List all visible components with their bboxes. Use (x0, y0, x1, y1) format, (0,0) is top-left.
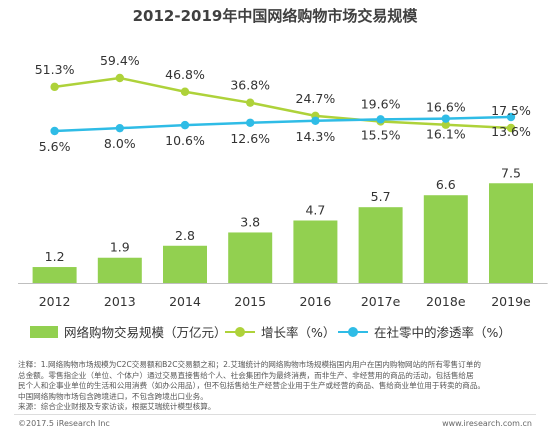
growth-point (441, 120, 450, 129)
penetration-point (246, 118, 255, 127)
growth-point (506, 123, 516, 133)
bar (228, 232, 273, 283)
bar-value-label: 5.7 (371, 189, 391, 204)
penetration-point (115, 123, 125, 133)
note-line: 总金额。零售指企业（单位、个体户）通过交易直接售给个人、社会集团作为最终消费，而… (18, 370, 474, 380)
penetration-value-label: 16.1% (426, 127, 466, 142)
series-line-growth (54, 76, 512, 130)
bar (97, 257, 142, 283)
legend-swatch-growth (225, 326, 255, 338)
x-tick-label: 2016 (299, 294, 331, 309)
legend: 网络购物交易规模（万亿元） 增长率（%） 在社零中的渗透率（%） (20, 322, 540, 342)
legend-item-growth: 增长率（%） (225, 322, 335, 341)
growth-point (180, 87, 190, 96)
legend-label-penetration: 在社零中的渗透率（%） (374, 325, 511, 340)
note-line: 注释：1.网络购物市场规模为C2C交易额和B2C交易额之和；2.艾瑞统计的网络购… (18, 360, 481, 369)
penetration-value-label: 10.6% (165, 133, 205, 148)
penetration-value-label: 5.6% (39, 139, 71, 154)
growth-point (115, 73, 125, 83)
bar (163, 245, 207, 283)
footer-copyright: ©2017.5 iResearch Inc (18, 419, 110, 428)
growth-value-label: 19.6% (361, 96, 401, 111)
note-line: 来源：综合企业财报及专家访谈，根据艾瑞统计模型核算。 (18, 402, 216, 411)
penetration-value-label: 17.5% (491, 103, 531, 118)
bar-value-label: 6.6 (436, 177, 456, 192)
legend-swatch-bar (30, 325, 58, 338)
growth-value-label: 59.4% (100, 53, 140, 68)
bar-value-label: 7.5 (501, 165, 521, 180)
legend-item-penetration: 在社零中的渗透率（%） (338, 322, 511, 341)
x-tick-label: 2019e (491, 294, 531, 309)
legend-swatch-penetration (338, 326, 368, 338)
bar (32, 267, 77, 283)
legend-label-bar: 网络购物交易规模（万亿元） (64, 325, 227, 340)
penetration-value-label: 8.0% (104, 136, 136, 151)
x-tick-label: 2013 (104, 294, 136, 309)
note-line: 民个人和企事业单位的生活和公用消费（如办公用品），但不包括售给生产经营企业用于生… (18, 381, 486, 390)
growth-value-label: 36.8% (230, 78, 270, 93)
penetration-point (50, 126, 59, 136)
notes: 注释：1.网络购物市场规模为C2C交易额和B2C交易额之和；2.艾瑞统计的网络购… (18, 360, 536, 413)
bar (293, 220, 338, 283)
x-tick-label: 2012 (39, 294, 71, 309)
penetration-point (506, 112, 516, 122)
bar (358, 207, 403, 283)
bar-value-label: 2.8 (175, 228, 195, 243)
x-tick-label: 2015 (234, 294, 266, 309)
penetration-value-label: 12.6% (230, 131, 270, 146)
footer-divider (14, 414, 536, 415)
footer-website: www.iresearch.com.cn (442, 419, 532, 428)
bar-value-label: 3.8 (240, 214, 260, 229)
penetration-point (376, 115, 385, 124)
bar (489, 183, 533, 283)
penetration-point (311, 116, 320, 125)
penetration-point (441, 114, 450, 123)
legend-item-bar: 网络购物交易规模（万亿元） (30, 322, 227, 341)
growth-value-label: 46.8% (165, 67, 205, 82)
growth-value-label: 51.3% (35, 62, 75, 77)
series-line-penetration (54, 115, 512, 133)
x-tick-label: 2018e (426, 294, 466, 309)
chart-title: 2012-2019年中国网络购物市场交易规模 (132, 7, 418, 25)
legend-label-growth: 增长率（%） (261, 325, 336, 340)
bar (423, 195, 468, 283)
penetration-point (180, 120, 190, 130)
x-tick-label: 2017e (361, 294, 401, 309)
bar-value-label: 1.2 (45, 249, 65, 264)
bar-value-label: 4.7 (305, 202, 325, 217)
bar-value-label: 1.9 (110, 240, 130, 255)
growth-point (50, 82, 59, 92)
penetration-value-label: 14.3% (296, 129, 336, 144)
note-line: 中国网络购物市场包含跨境进口，不包含跨境出口业务。 (18, 391, 208, 401)
growth-point (246, 98, 255, 107)
growth-value-label: 24.7% (296, 91, 336, 106)
growth-value-label: 16.6% (426, 100, 466, 115)
growth-value-label: 13.6% (491, 124, 531, 139)
x-tick-label: 2014 (169, 294, 201, 309)
penetration-value-label: 15.5% (361, 127, 401, 142)
